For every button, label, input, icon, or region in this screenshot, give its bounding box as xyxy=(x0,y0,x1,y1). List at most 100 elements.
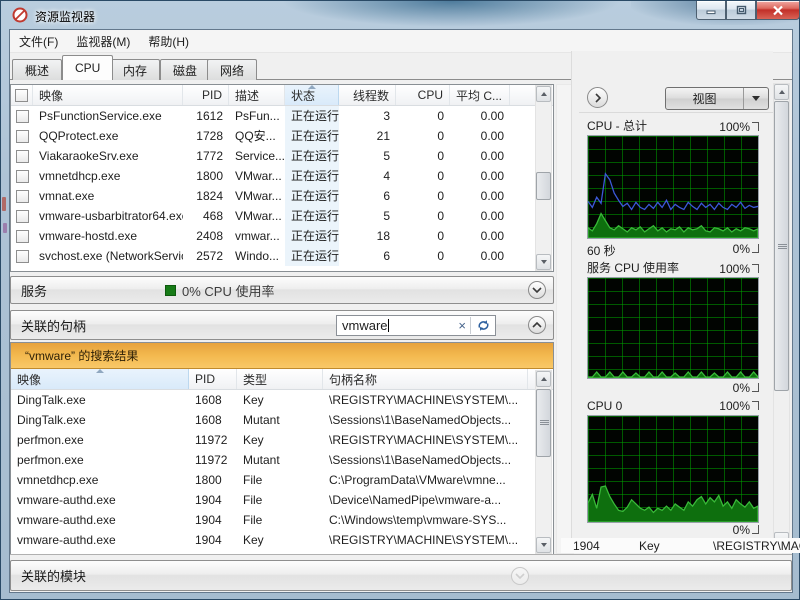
table-row[interactable]: vmnetdhcp.exe 1800 VMwar... 正在运行 4 0 0.00 xyxy=(11,166,553,186)
cell-type: File xyxy=(243,493,263,507)
column-header-status[interactable]: 状态 xyxy=(285,85,339,105)
minimize-button[interactable] xyxy=(696,1,726,20)
expand-panel-button[interactable] xyxy=(587,87,608,108)
views-dropdown-arrow[interactable] xyxy=(743,88,768,109)
column-header-pid[interactable]: PID xyxy=(183,85,229,105)
handles-section-title: 关联的句柄 xyxy=(21,318,87,334)
table-row[interactable]: vmware-usbarbitrator64.exe 468 VMwar... 正在运… xyxy=(11,206,553,226)
column-header-type[interactable]: 类型 xyxy=(237,369,323,389)
scroll-up-button[interactable] xyxy=(536,86,551,102)
services-section-bar[interactable]: 服务 0% CPU 使用率 xyxy=(10,276,554,304)
search-input-value[interactable]: vmware xyxy=(342,318,388,333)
column-header-description[interactable]: 描述 xyxy=(229,85,285,105)
scroll-up-button[interactable] xyxy=(536,371,551,387)
cell-type: Key xyxy=(243,393,264,407)
maximize-icon xyxy=(736,5,746,15)
column-header-image[interactable]: 映像 xyxy=(11,369,189,389)
section-separator xyxy=(10,554,792,555)
bracket-top xyxy=(752,401,759,410)
collapse-services-button[interactable] xyxy=(528,281,546,299)
row-checkbox[interactable] xyxy=(11,206,33,226)
table-row[interactable]: vmnat.exe 1824 VMwar... 正在运行 6 0 0.00 xyxy=(11,186,553,206)
bracket-bottom xyxy=(752,383,759,392)
cell-type: Key xyxy=(243,433,264,447)
table-row[interactable]: PsFunctionService.exe 1612 PsFun... 正在运行 3 0 0… xyxy=(11,106,553,126)
cell-name: \REGISTRY\MACHINE\SYSTEM\... xyxy=(329,393,519,407)
menu-file[interactable]: 文件(F) xyxy=(19,34,59,49)
menu-monitor[interactable]: 监视器(M) xyxy=(76,34,131,49)
collapse-handles-button[interactable] xyxy=(528,316,546,334)
table-row[interactable]: ViakaraokeSrv.exe 1772 Service... 正在运行 5 0 0.0… xyxy=(11,146,553,166)
cell-name: \REGISTRY\MACHINE\SYSTEM\... xyxy=(329,533,519,547)
table-row[interactable]: DingTalk.exe 1608 Key \REGISTRY\MACHINE\SYS… xyxy=(11,390,553,410)
row-checkbox[interactable] xyxy=(11,106,33,126)
table-row[interactable]: svchost.exe (NetworkServic... 2572 Windo..… xyxy=(11,246,553,266)
scrollbar-thumb[interactable] xyxy=(536,389,551,457)
table-row[interactable]: vmware-hostd.exe 2408 vmwar... 正在运行 18 0 0.00 xyxy=(11,226,553,246)
table-row[interactable]: vmware-authd.exe 1904 File C:\Windows\temp\… xyxy=(11,510,553,530)
cell-image: perfmon.exe xyxy=(17,433,84,447)
modules-section-bar[interactable]: 关联的模块 xyxy=(10,560,792,591)
scrollbar-thumb[interactable] xyxy=(774,101,789,391)
scroll-down-button[interactable] xyxy=(536,537,551,553)
table-row[interactable]: perfmon.exe 11972 Key \REGISTRY\MACHINE\SYS… xyxy=(11,430,553,450)
menu-help[interactable]: 帮助(H) xyxy=(148,34,189,49)
cpu-table-scrollbar[interactable] xyxy=(535,85,552,271)
clear-search-icon[interactable]: × xyxy=(458,318,466,333)
column-header-threads[interactable]: 线程数 xyxy=(339,85,396,105)
tab-memory[interactable]: 内存 xyxy=(110,59,161,80)
select-all-checkbox[interactable] xyxy=(11,85,33,105)
table-row[interactable]: QQProtect.exe 1728 QQ安... 正在运行 21 0 0.00 xyxy=(11,126,553,146)
scrollbar-thumb[interactable] xyxy=(536,172,551,200)
table-row[interactable]: vmnetdhcp.exe 1800 File C:\ProgramData\VMwa… xyxy=(11,470,553,490)
tab-overview[interactable]: 概述 xyxy=(12,59,63,80)
cpu-table-body: PsFunctionService.exe 1612 PsFun... 正在运行 3 0 0… xyxy=(11,106,553,266)
row-checkbox[interactable] xyxy=(11,246,33,266)
cell-description: vmwar... xyxy=(235,229,280,243)
handles-table-scrollbar[interactable] xyxy=(535,370,552,554)
table-row[interactable]: perfmon.exe 11972 Mutant \Sessions\1\BaseNa… xyxy=(11,450,553,470)
column-header-image[interactable]: 映像 xyxy=(33,85,183,105)
cell-pid: 1612 xyxy=(196,109,223,123)
collapse-modules-button[interactable] xyxy=(511,566,529,585)
table-row[interactable]: DingTalk.exe 1608 Mutant \Sessions\1\BaseNa… xyxy=(11,410,553,430)
column-header-pid[interactable]: PID xyxy=(189,369,237,389)
cell-pid: 11972 xyxy=(195,433,228,447)
row-checkbox[interactable] xyxy=(11,126,33,146)
views-button[interactable]: 视图 xyxy=(665,87,769,110)
maximize-button[interactable] xyxy=(726,1,756,20)
scroll-up-button[interactable] xyxy=(774,84,789,100)
cell-type: File xyxy=(243,473,263,487)
column-header-handle-name[interactable]: 句柄名称 xyxy=(323,369,528,389)
cell-avg_cpu: 0.00 xyxy=(480,209,504,223)
row-checkbox[interactable] xyxy=(11,186,33,206)
cell-name: C:\Windows\temp\vmware-SYS... xyxy=(329,513,507,527)
handle-search-box[interactable]: vmware × xyxy=(336,315,496,336)
cell-status: 正在运行 xyxy=(285,226,339,246)
tab-disk[interactable]: 磁盘 xyxy=(160,59,211,80)
tab-cpu[interactable]: CPU xyxy=(62,55,114,80)
close-button[interactable] xyxy=(756,1,800,20)
cell-avg_cpu: 0.00 xyxy=(480,149,504,163)
cell-avg_cpu: 0.00 xyxy=(480,229,504,243)
table-row[interactable]: vmware-authd.exe 1904 Key \REGISTRY\MACHINE… xyxy=(11,530,553,550)
handles-table-header: 映像 PID 类型 句柄名称 xyxy=(11,369,553,390)
row-checkbox[interactable] xyxy=(11,166,33,186)
title-bar[interactable]: 资源监视器 xyxy=(1,1,800,29)
graph-xlabels: 0% xyxy=(587,523,759,537)
checkbox-icon xyxy=(15,129,29,143)
scroll-down-button[interactable] xyxy=(536,254,551,270)
column-header-cpu[interactable]: CPU xyxy=(396,85,450,105)
cell-avg_cpu: 0.00 xyxy=(480,129,504,143)
table-row[interactable]: vmware-authd.exe 1904 File \Device\NamedPip… xyxy=(11,490,553,510)
tab-network[interactable]: 网络 xyxy=(207,59,258,80)
checkbox-icon xyxy=(15,149,29,163)
cpu-kernel-series xyxy=(588,212,758,238)
graphs-panel-scrollbar[interactable] xyxy=(773,83,790,549)
handles-section-bar[interactable]: 关联的句柄 vmware × xyxy=(10,310,554,340)
cell-type: Mutant xyxy=(243,413,280,427)
row-checkbox[interactable] xyxy=(11,146,33,166)
column-header-avg-cpu[interactable]: 平均 C... xyxy=(450,85,510,105)
search-refresh-icon[interactable] xyxy=(471,319,495,332)
row-checkbox[interactable] xyxy=(11,226,33,246)
